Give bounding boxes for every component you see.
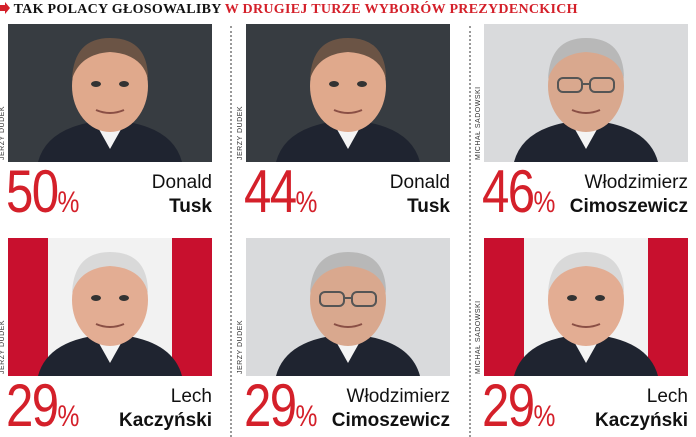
- percent-value: 29: [6, 372, 59, 437]
- portrait: [8, 24, 212, 162]
- first-name: Donald: [151, 172, 212, 193]
- percent-unit: %: [533, 400, 556, 433]
- photo: [8, 24, 212, 162]
- last-name: Kaczyński: [119, 410, 212, 431]
- arrow-icon: [0, 2, 10, 14]
- photo: [484, 238, 688, 376]
- percent-unit: %: [533, 186, 556, 219]
- portrait: [484, 238, 688, 376]
- header: TAK POLACY GŁOSOWALIBY W DRUGIEJ TURZE W…: [0, 2, 578, 22]
- photo-credit: MICHAŁ SADOWSKI: [475, 86, 482, 160]
- last-name: Cimoszewicz: [331, 410, 450, 431]
- percent: 46%: [482, 162, 555, 222]
- percent-unit: %: [57, 400, 80, 433]
- percent: 29%: [6, 376, 79, 436]
- portrait: [246, 24, 450, 162]
- first-name: Lech: [646, 386, 688, 407]
- percent-unit: %: [295, 400, 318, 433]
- percent-value: 44: [244, 158, 297, 225]
- photo: [8, 238, 212, 376]
- percent: 44%: [244, 162, 317, 222]
- photo: [484, 24, 688, 162]
- last-name: Cimoszewicz: [569, 196, 688, 217]
- percent-unit: %: [295, 186, 318, 219]
- percent-value: 50: [6, 158, 59, 225]
- header-lead: TAK POLACY GŁOSOWALIBY: [13, 2, 222, 17]
- photo: [246, 24, 450, 162]
- photo: [246, 238, 450, 376]
- first-name: Donald: [389, 172, 450, 193]
- percent: 29%: [482, 376, 555, 436]
- percent-unit: %: [57, 186, 80, 219]
- last-name: Tusk: [169, 196, 212, 217]
- photo-credit: JERZY DUDEK: [237, 106, 244, 160]
- photo-credit: MICHAŁ SADOWSKI: [475, 300, 482, 374]
- percent: 50%: [6, 162, 79, 222]
- last-name: Kaczyński: [595, 410, 688, 431]
- header-highlight: W DRUGIEJ TURZE WYBORÓW PREZYDENCKICH: [224, 2, 578, 17]
- first-name: Włodzimierz: [584, 172, 688, 193]
- first-name: Lech: [170, 386, 212, 407]
- percent-value: 29: [482, 372, 535, 437]
- percent-value: 29: [244, 372, 297, 437]
- separator: [230, 26, 232, 437]
- portrait: [484, 24, 688, 162]
- separator: [469, 26, 471, 437]
- percent-value: 46: [482, 158, 535, 225]
- first-name: Włodzimierz: [346, 386, 450, 407]
- photo-credit: JERZY DUDEK: [0, 320, 6, 374]
- percent: 29%: [244, 376, 317, 436]
- photo-credit: JERZY DUDEK: [0, 106, 6, 160]
- portrait: [8, 238, 212, 376]
- portrait: [246, 238, 450, 376]
- photo-credit: JERZY DUDEK: [237, 320, 244, 374]
- last-name: Tusk: [407, 196, 450, 217]
